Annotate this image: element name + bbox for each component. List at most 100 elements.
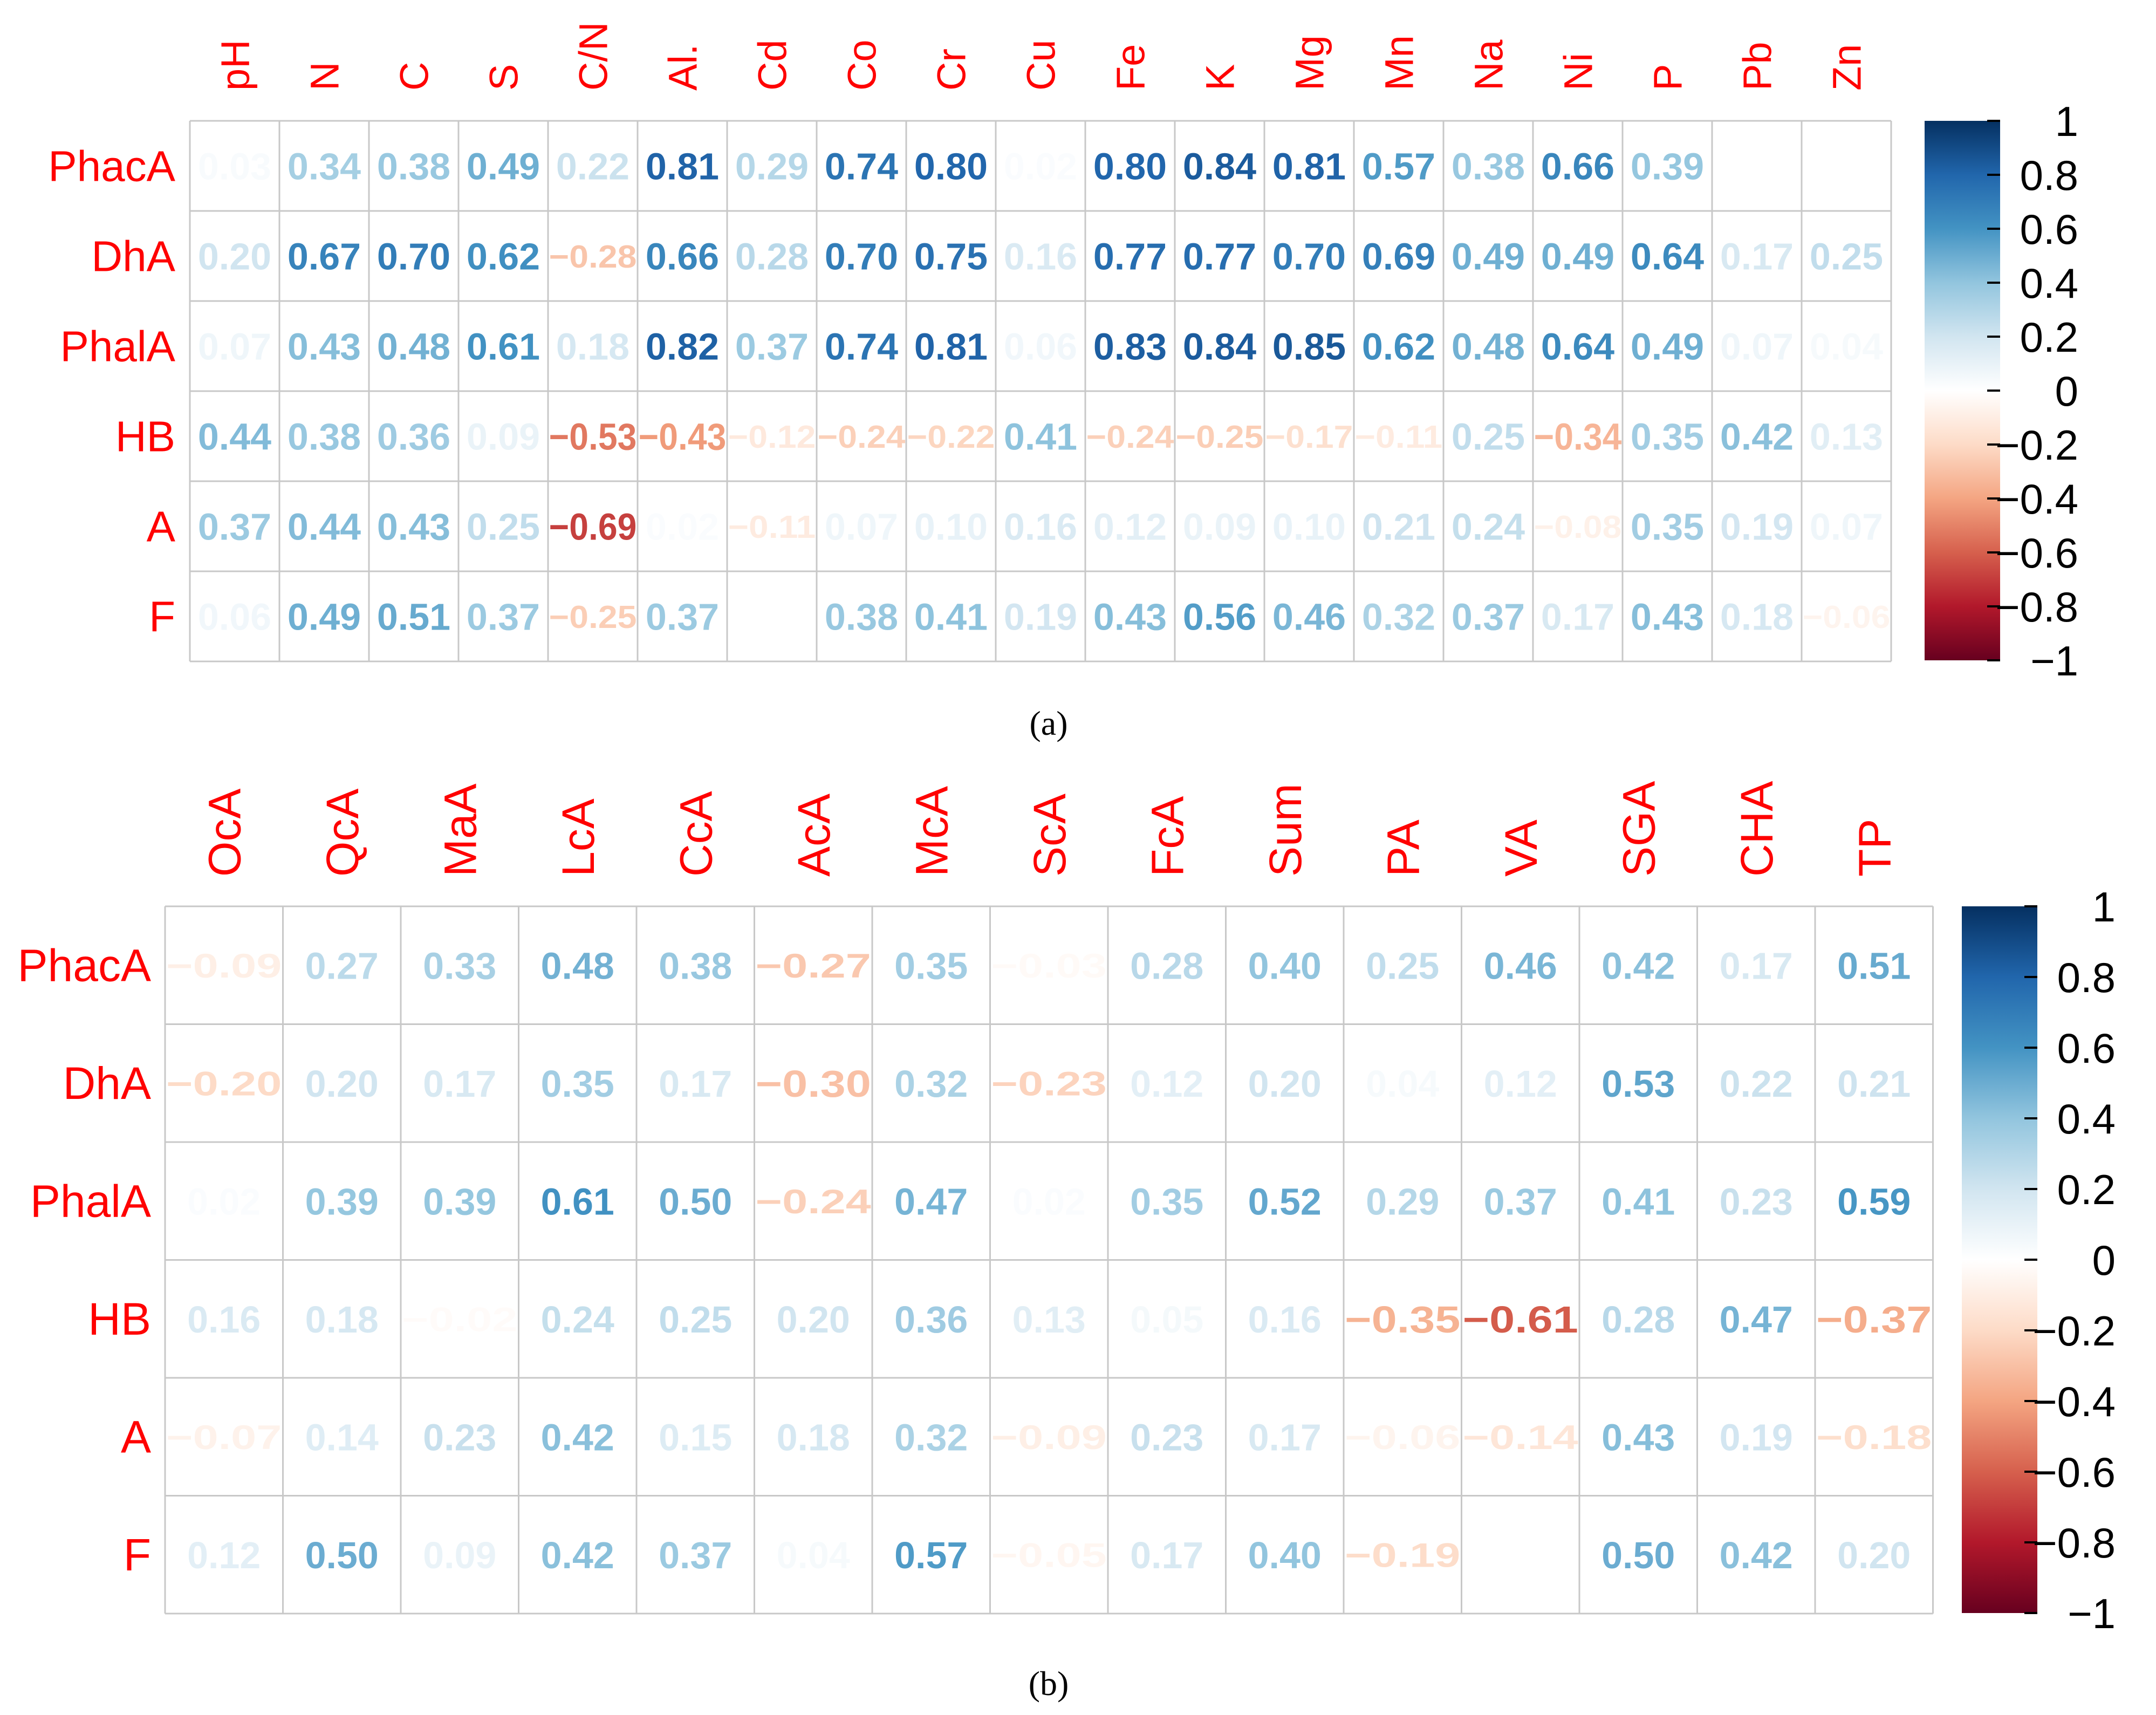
column-label: OcA (199, 789, 250, 877)
cell-value: 0.20 (777, 1299, 850, 1341)
cell-value: 0.24 (541, 1299, 614, 1341)
cell-value: 0.48 (541, 945, 614, 987)
cell-value: 0.82 (646, 326, 719, 368)
cell-value: 0.50 (1601, 1534, 1675, 1576)
cell-value: 0.20 (1837, 1534, 1911, 1576)
colorbar-tick-label: 0.8 (2057, 954, 2116, 1001)
cell-value: 0.18 (777, 1416, 850, 1458)
colorbar-tick-label: −0.4 (2032, 1378, 2116, 1425)
cell-value: 0.77 (1093, 236, 1167, 278)
column-label: Cr (929, 49, 974, 91)
cell-value: 0.29 (735, 146, 809, 188)
cell-value: 0.43 (1093, 596, 1167, 638)
cell-value: 0.22 (556, 146, 629, 188)
cell-value: 0.62 (467, 236, 540, 278)
cell-value: 0.49 (1541, 236, 1614, 278)
cell-value: 0.32 (1362, 596, 1435, 638)
cell-value: −0.05 (991, 1536, 1107, 1574)
colorbar-tick-label: 0.6 (2020, 206, 2078, 253)
cell-value: −0.30 (756, 1063, 871, 1105)
cell-value: 0.35 (1631, 506, 1704, 548)
cell-value: 0.37 (1452, 596, 1525, 638)
column-label: pH (213, 39, 258, 91)
column-label: MaA (435, 783, 485, 877)
cell-value: −0.24 (1086, 419, 1174, 455)
cell-value: −0.11 (1355, 419, 1443, 455)
colorbar-tick-label: 0.8 (2020, 152, 2078, 199)
cell-value: 0.19 (1004, 596, 1077, 638)
cell-value: 0.84 (1183, 146, 1256, 188)
cell-value: 0.59 (1837, 1180, 1911, 1222)
cell-value: −0.19 (1345, 1536, 1460, 1574)
cell-value: 0.51 (377, 596, 450, 638)
cell-value: −0.17 (1265, 419, 1353, 455)
cell-value: 0.39 (1631, 146, 1704, 188)
cell-value: 0.44 (288, 506, 361, 548)
cell-value: 0.51 (1837, 945, 1911, 987)
cell-value: 0.38 (288, 416, 361, 458)
cell-value: −0.07 (166, 1419, 282, 1457)
column-label: LcA (553, 798, 604, 877)
cell-value: 0.25 (1452, 416, 1525, 458)
cell-value: 0.49 (1452, 236, 1525, 278)
cell-value: 0.20 (305, 1063, 379, 1105)
cell-value: 0.23 (1720, 1180, 1793, 1222)
cell-value: 0.02 (646, 506, 719, 548)
colorbar-tick-label: −0.2 (2032, 1307, 2116, 1355)
cell-value: −0.24 (756, 1183, 871, 1221)
cell-value: 0.64 (1631, 236, 1704, 278)
cell-value: −0.27 (756, 947, 871, 985)
cell-value: 0.37 (646, 596, 719, 638)
row-label: DhA (63, 1058, 151, 1109)
cell-value: 0.37 (659, 1534, 732, 1576)
colorbar-tick-label: −0.8 (1995, 583, 2078, 631)
cell-value: 0.17 (423, 1063, 496, 1105)
column-label: Co (840, 39, 885, 91)
cell-value: 0.44 (198, 416, 271, 458)
cell-value: 0.64 (1541, 326, 1614, 368)
cell-value: 0.66 (646, 236, 719, 278)
cell-value: 0.43 (1631, 596, 1704, 638)
cell-value: 0.12 (1093, 506, 1167, 548)
cell-value: 0.77 (1183, 236, 1256, 278)
cell-value: 0.41 (1601, 1180, 1675, 1222)
column-label: Cu (1019, 39, 1064, 91)
colorbar-tick-label: 0 (2055, 367, 2078, 415)
column-label: Sum (1260, 783, 1311, 877)
cell-value: 0.74 (825, 146, 898, 188)
column-label: P (1646, 64, 1690, 91)
cell-value: 0.12 (187, 1534, 261, 1576)
cell-value: 0.02 (1004, 146, 1077, 188)
colorbar-tick-label: −0.4 (1995, 475, 2078, 523)
cell-value: 0.52 (1248, 1180, 1322, 1222)
cell-value: 0.21 (1837, 1063, 1911, 1105)
cell-value: 0.70 (825, 236, 898, 278)
column-label: C/N (571, 22, 616, 91)
cell-value: 0.37 (1484, 1180, 1557, 1222)
column-label: Fe (1108, 44, 1153, 91)
row-label: PhacA (48, 142, 175, 190)
column-label: ScA (1024, 794, 1075, 877)
cell-value: 0.06 (198, 596, 271, 638)
cell-value: 0.57 (1362, 146, 1435, 188)
cell-value: 0.15 (659, 1416, 732, 1458)
cell-value: 0.14 (305, 1416, 379, 1458)
cell-value: 0.46 (1272, 596, 1346, 638)
column-label: K (1198, 64, 1243, 91)
cell-value: 0.10 (1272, 506, 1346, 548)
row-label: HB (115, 413, 175, 461)
cell-value: 0.41 (914, 596, 988, 638)
column-label: CcA (670, 791, 721, 877)
cell-value: 0.25 (467, 506, 540, 548)
cell-value: 0.35 (541, 1063, 614, 1105)
column-label: CHA (1731, 781, 1782, 877)
colorbar-tick-label: 0.2 (2020, 313, 2078, 361)
cell-value: 0.50 (659, 1180, 732, 1222)
column-label: N (303, 62, 347, 91)
cell-value: 0.28 (735, 236, 809, 278)
cell-value: −0.06 (1803, 599, 1891, 635)
column-label: Pb (1735, 42, 1780, 91)
cell-value: 0.38 (1452, 146, 1525, 188)
cell-value: 0.39 (423, 1180, 496, 1222)
